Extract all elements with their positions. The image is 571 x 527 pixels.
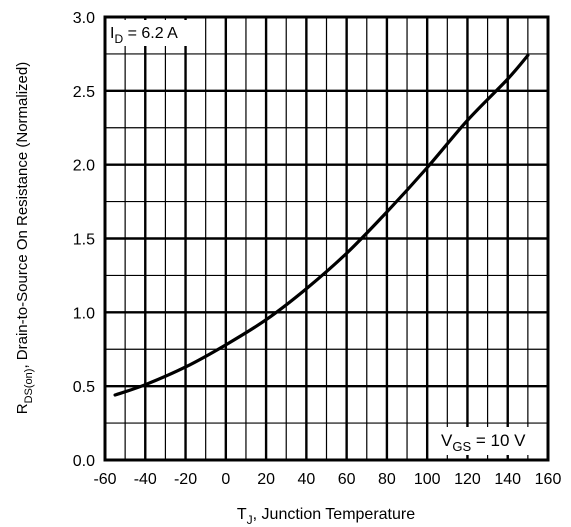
x-tick-label: -20: [174, 471, 197, 488]
plot-frame: [103, 15, 550, 462]
y-tick-label: 0.5: [73, 379, 95, 396]
series-group: [113, 53, 530, 397]
x-tick-label: 0: [221, 471, 230, 488]
vgs-annotation: VGS = 10 V: [441, 431, 526, 454]
x-tick-labels: -60 -40 -20 0 20 40 60 80 100 120 140 160: [93, 471, 561, 488]
y-tick-label: 0.0: [73, 453, 95, 470]
x-tick-label: 80: [378, 471, 396, 488]
x-tick-label: 120: [454, 471, 481, 488]
y-tick-label: 1.5: [73, 232, 95, 249]
y-tick-label: 2.5: [73, 84, 95, 101]
x-tick-label: -60: [93, 471, 116, 488]
y-axis-label: RDS(on), Drain-to-Source On Resistance (…: [14, 62, 35, 414]
x-tick-label: 140: [494, 471, 521, 488]
y-tick-labels: 0.0 0.5 1.0 1.5 2.0 2.5 3.0: [73, 10, 95, 470]
id-annotation-bg: [107, 20, 200, 46]
y-tick-label: 3.0: [73, 10, 95, 27]
vgs-annotation-bg: [437, 427, 547, 455]
y-tick-label: 2.0: [73, 158, 95, 175]
x-tick-label: 20: [257, 471, 275, 488]
x-tick-label: 160: [535, 471, 562, 488]
x-tick-label: -40: [134, 471, 157, 488]
y-tick-label: 1.0: [73, 305, 95, 322]
id-annotation: ID = 6.2 A: [110, 25, 178, 46]
grid: [105, 17, 548, 460]
x-tick-label: 60: [338, 471, 356, 488]
x-axis-label: TJ, Junction Temperature: [237, 506, 415, 527]
series-line: [113, 53, 530, 397]
x-tick-label: 100: [414, 471, 441, 488]
x-tick-label: 40: [297, 471, 315, 488]
